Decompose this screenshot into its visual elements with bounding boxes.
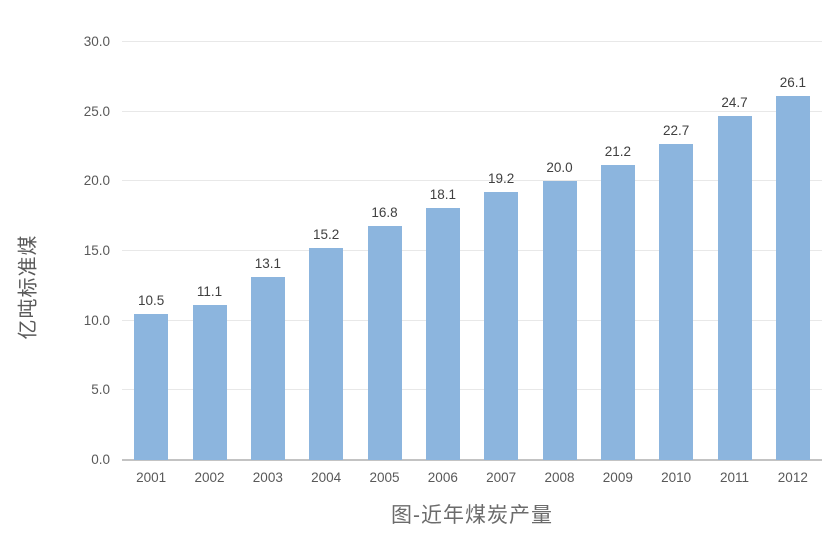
x-tick-label: 2001 xyxy=(136,470,167,485)
bar-value-label: 18.1 xyxy=(429,186,456,202)
gridline xyxy=(122,41,822,42)
y-tick-label: 30.0 xyxy=(83,34,110,49)
bar-value-label: 21.2 xyxy=(604,143,631,159)
bar-value-label: 22.7 xyxy=(663,122,690,138)
x-tick-label: 2011 xyxy=(719,470,749,485)
gridline xyxy=(122,180,822,182)
gridline xyxy=(122,110,822,112)
bar-value-label: 19.2 xyxy=(488,171,515,187)
x-tick-label: 2004 xyxy=(311,470,342,485)
bar-2003 xyxy=(250,277,285,460)
bar-2007 xyxy=(484,192,519,460)
gridline xyxy=(122,319,822,321)
plot-area: 10.5 11.1 13.1 15.2 16.8 18.1 19.2 20.0 21.2 22.7… xyxy=(122,41,822,461)
x-tick-label: 2002 xyxy=(194,470,225,485)
y-tick-label: 25.0 xyxy=(83,103,110,119)
bar-value-label: 15.2 xyxy=(313,227,340,243)
x-tick-label: 2010 xyxy=(661,470,692,485)
x-tick-label: 2005 xyxy=(369,470,400,485)
bar-2008 xyxy=(542,181,577,460)
bar-value-label: 20.0 xyxy=(546,160,573,176)
x-tick-label: 2009 xyxy=(602,470,633,485)
x-tick-label: 2006 xyxy=(427,470,458,485)
bar-value-label: 10.5 xyxy=(138,292,165,308)
bar-value-label: 16.8 xyxy=(371,204,398,220)
chart-title: 图-近年煤炭产量 xyxy=(391,504,553,527)
gridline xyxy=(122,250,822,251)
bar-value-label: 26.1 xyxy=(779,75,806,91)
x-tick-label: 2003 xyxy=(252,470,283,485)
bar-2002 xyxy=(192,305,227,460)
bar-2005 xyxy=(367,225,402,460)
bar-2006 xyxy=(425,207,460,460)
bar-value-label: 11.1 xyxy=(196,284,223,300)
gridline xyxy=(122,389,822,391)
bar-2004 xyxy=(309,248,344,460)
y-tick-label: 15.0 xyxy=(83,243,110,258)
x-tick-label: 2008 xyxy=(544,470,575,485)
y-tick-label: 0.0 xyxy=(91,452,110,467)
bar-value-label: 13.1 xyxy=(254,256,281,272)
bar-2001 xyxy=(134,313,169,460)
x-axis-line xyxy=(122,459,822,461)
bar-2009 xyxy=(600,164,635,460)
x-tick-label: 2007 xyxy=(486,470,517,485)
y-tick-label: 10.0 xyxy=(83,312,110,328)
bar-value-label: 24.7 xyxy=(721,94,748,110)
y-tick-label: 5.0 xyxy=(91,382,110,398)
bar-2010 xyxy=(659,143,694,460)
x-tick-label: 2012 xyxy=(777,470,808,485)
bar-2012 xyxy=(775,96,810,460)
bar-2011 xyxy=(717,115,752,460)
y-tick-label: 20.0 xyxy=(83,173,110,189)
